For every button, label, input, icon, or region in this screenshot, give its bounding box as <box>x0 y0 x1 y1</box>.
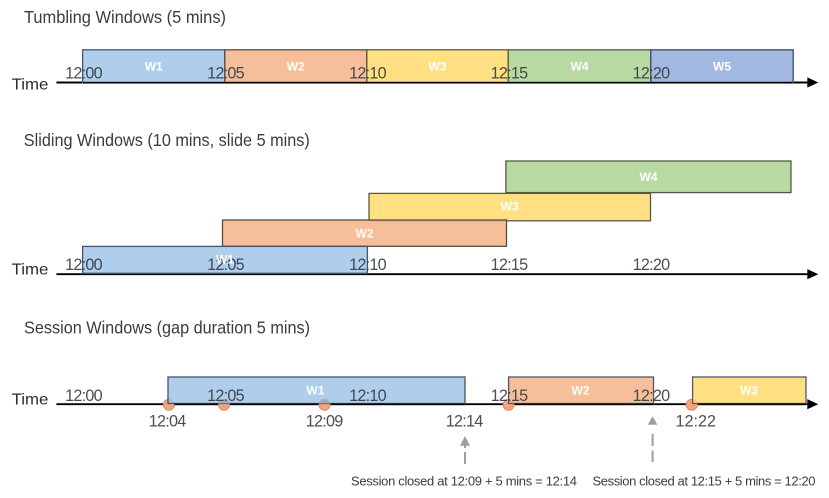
svg-text:12:20: 12:20 <box>633 387 671 405</box>
svg-text:12:05: 12:05 <box>207 387 245 405</box>
svg-text:Time: Time <box>12 77 49 94</box>
svg-text:12:04: 12:04 <box>149 412 187 430</box>
svg-text:12:00: 12:00 <box>65 256 103 274</box>
svg-text:W1: W1 <box>306 383 324 397</box>
svg-text:12:00: 12:00 <box>65 65 103 83</box>
svg-text:12:20: 12:20 <box>633 256 671 274</box>
svg-text:12:14: 12:14 <box>446 412 484 430</box>
svg-text:Time: Time <box>12 391 49 408</box>
svg-text:12:05: 12:05 <box>207 256 245 274</box>
svg-text:Session Windows (gap duration: Session Windows (gap duration 5 mins) <box>24 318 310 338</box>
svg-text:12:20: 12:20 <box>633 65 671 83</box>
svg-text:12:09: 12:09 <box>306 412 344 430</box>
svg-text:W4: W4 <box>571 60 589 74</box>
svg-text:12:00: 12:00 <box>65 387 103 405</box>
svg-text:Session closed at 12:09 + 5 mi: Session closed at 12:09 + 5 mins = 12:14 <box>351 474 577 489</box>
svg-text:W2: W2 <box>356 227 374 241</box>
svg-text:W1: W1 <box>145 60 163 74</box>
svg-text:W5: W5 <box>713 60 731 74</box>
svg-text:Tumbling Windows (5 mins): Tumbling Windows (5 mins) <box>24 7 226 27</box>
svg-text:12:10: 12:10 <box>349 65 387 83</box>
svg-text:12:15: 12:15 <box>491 387 529 405</box>
svg-text:W3: W3 <box>740 383 758 397</box>
svg-text:W3: W3 <box>501 200 519 214</box>
svg-text:W2: W2 <box>287 60 305 74</box>
svg-text:W1: W1 <box>216 253 234 267</box>
svg-text:W4: W4 <box>640 170 658 184</box>
svg-text:W2: W2 <box>572 383 590 397</box>
svg-text:12:10: 12:10 <box>349 256 387 274</box>
svg-text:12:15: 12:15 <box>491 256 529 274</box>
svg-text:12:05: 12:05 <box>207 65 245 83</box>
svg-text:Time: Time <box>12 261 49 278</box>
svg-text:Session closed at 12:15 + 5 mi: Session closed at 12:15 + 5 mins = 12:20 <box>593 474 816 489</box>
svg-text:12:10: 12:10 <box>349 387 387 405</box>
svg-text:Sliding Windows (10 mins, slid: Sliding Windows (10 mins, slide 5 mins) <box>24 130 310 150</box>
svg-text:12:15: 12:15 <box>491 65 529 83</box>
svg-text:W3: W3 <box>429 60 447 74</box>
svg-text:12:22: 12:22 <box>675 412 716 430</box>
